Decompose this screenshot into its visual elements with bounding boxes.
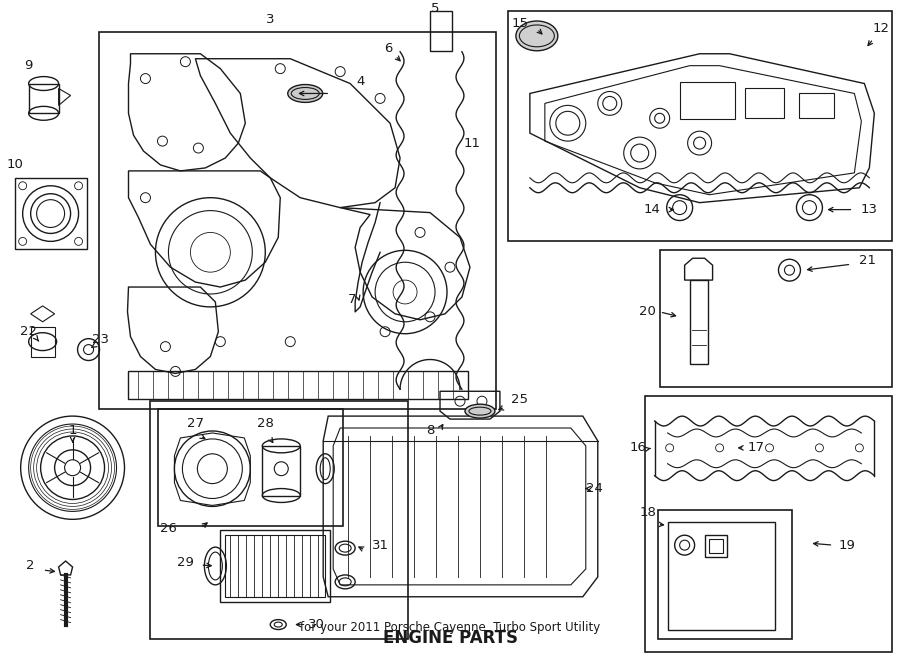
Bar	[31, 327, 55, 356]
Text: 5: 5	[431, 1, 439, 15]
Text: 24: 24	[586, 482, 603, 495]
Bar	[430, 11, 452, 51]
Bar	[644, 396, 892, 652]
Text: 26: 26	[160, 522, 177, 535]
Ellipse shape	[465, 404, 495, 418]
Text: 15: 15	[511, 17, 528, 30]
Text: 6: 6	[384, 42, 392, 56]
Text: 12: 12	[873, 22, 890, 36]
Text: 7: 7	[348, 293, 356, 307]
Bar	[129, 371, 468, 399]
Text: 19: 19	[839, 539, 856, 552]
Text: 29: 29	[177, 555, 194, 568]
Text: 22: 22	[20, 325, 37, 338]
Text: 10: 10	[6, 159, 23, 171]
Text: 2: 2	[26, 559, 35, 572]
Bar	[689, 280, 707, 364]
Text: 20: 20	[639, 305, 656, 319]
Text: 17: 17	[748, 442, 765, 454]
Bar	[98, 32, 496, 409]
Bar	[799, 93, 834, 118]
Text: 28: 28	[256, 416, 274, 430]
Text: 13: 13	[861, 203, 878, 216]
Bar	[658, 510, 793, 639]
Bar	[150, 401, 408, 639]
Text: 21: 21	[859, 254, 876, 267]
Ellipse shape	[516, 21, 558, 51]
Text: 8: 8	[426, 424, 434, 438]
Text: 31: 31	[372, 539, 389, 552]
Text: 9: 9	[24, 59, 32, 72]
Text: 3: 3	[266, 13, 274, 26]
Text: 23: 23	[92, 333, 109, 346]
Bar	[14, 178, 86, 249]
Text: 11: 11	[464, 137, 481, 149]
Text: 14: 14	[644, 203, 660, 216]
Bar	[158, 409, 343, 526]
Text: 1: 1	[68, 424, 76, 438]
Text: ENGINE PARTS: ENGINE PARTS	[382, 629, 518, 647]
Text: 4: 4	[356, 75, 365, 88]
Bar	[744, 89, 785, 118]
Bar	[705, 535, 726, 557]
Text: 27: 27	[187, 416, 204, 430]
Text: for your 2011 Porsche Cayenne  Turbo Sport Utility: for your 2011 Porsche Cayenne Turbo Spor…	[300, 621, 600, 635]
Bar	[660, 251, 892, 387]
Text: 30: 30	[308, 618, 325, 631]
Bar	[668, 522, 776, 629]
Bar	[262, 446, 301, 496]
Bar	[220, 530, 330, 602]
Bar	[680, 81, 734, 119]
Text: 16: 16	[629, 442, 646, 454]
Text: 18: 18	[639, 506, 656, 519]
Ellipse shape	[288, 85, 323, 102]
Bar	[708, 539, 723, 553]
Bar	[29, 83, 58, 113]
Bar	[508, 11, 892, 241]
Bar	[225, 535, 325, 597]
Text: 25: 25	[511, 393, 528, 406]
